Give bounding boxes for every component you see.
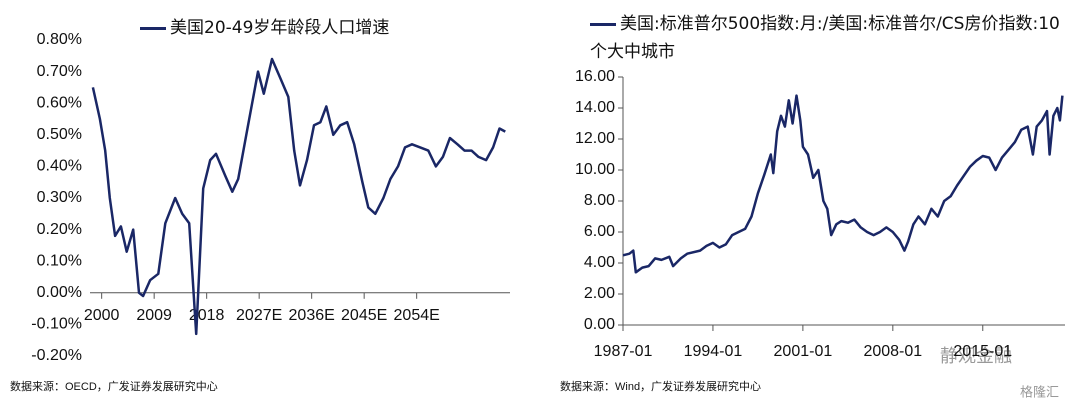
x-tick-label: 2001-01 (774, 343, 833, 360)
x-tick-label: 2027E (236, 307, 282, 324)
y-tick-label: 8.00 (584, 192, 615, 209)
y-tick-label: -0.10% (31, 316, 82, 333)
x-tick-label: 1987-01 (594, 343, 653, 360)
y-tick-label: 4.00 (584, 254, 615, 271)
watermark: 静观金融 (940, 346, 1012, 366)
source-note: 数据来源：Wind，广发证券发展研究中心 (560, 379, 761, 393)
y-tick-label: 0.00 (584, 316, 615, 333)
legend: 美国20-49岁年龄段人口增速 (140, 14, 440, 42)
legend: 美国:标准普尔500指数:月:/美国:标准普尔/CS房价指数:10个大中城市 (590, 10, 1060, 66)
y-tick-label: 0.40% (37, 158, 82, 175)
y-tick-label: 2.00 (584, 285, 615, 302)
source-note: 数据来源：OECD，广发证券发展研究中心 (10, 379, 218, 393)
y-tick-label: 0.20% (37, 221, 82, 238)
x-tick-label: 2045E (341, 307, 387, 324)
x-tick-label: 2008-01 (863, 343, 922, 360)
y-tick-label: 10.00 (575, 161, 615, 178)
legend-label: 美国:标准普尔500指数:月:/美国:标准普尔/CS房价指数:10个大中城市 (590, 14, 1060, 62)
y-tick-label: 16.00 (575, 68, 615, 85)
x-tick-label: 2009 (136, 307, 172, 324)
y-tick-label: 14.00 (575, 99, 615, 116)
x-tick-label: 1994-01 (684, 343, 743, 360)
y-tick-label: -0.20% (31, 347, 82, 364)
y-tick-label: 12.00 (575, 130, 615, 147)
legend-swatch (590, 22, 616, 26)
legend-label: 美国20-49岁年龄段人口增速 (170, 18, 390, 38)
line (91, 57, 506, 336)
legend-swatch (140, 26, 166, 30)
line (622, 94, 1064, 274)
x-tick-label: 2000 (84, 307, 120, 324)
y-tick-label: 0.00% (37, 284, 82, 301)
y-tick-label: 6.00 (584, 223, 615, 240)
x-tick-label: 2015-01 (953, 343, 1012, 360)
x-tick-label: 2054E (394, 307, 440, 324)
watermark: 格隆汇 (1020, 384, 1059, 399)
y-tick-label: 0.30% (37, 189, 82, 206)
y-tick-label: 0.80% (37, 31, 82, 48)
y-tick-label: 0.70% (37, 63, 82, 80)
x-tick-label: 2036E (289, 307, 335, 324)
y-tick-label: 0.60% (37, 94, 82, 111)
y-tick-label: 0.10% (37, 252, 82, 269)
y-tick-label: 0.50% (37, 126, 82, 143)
